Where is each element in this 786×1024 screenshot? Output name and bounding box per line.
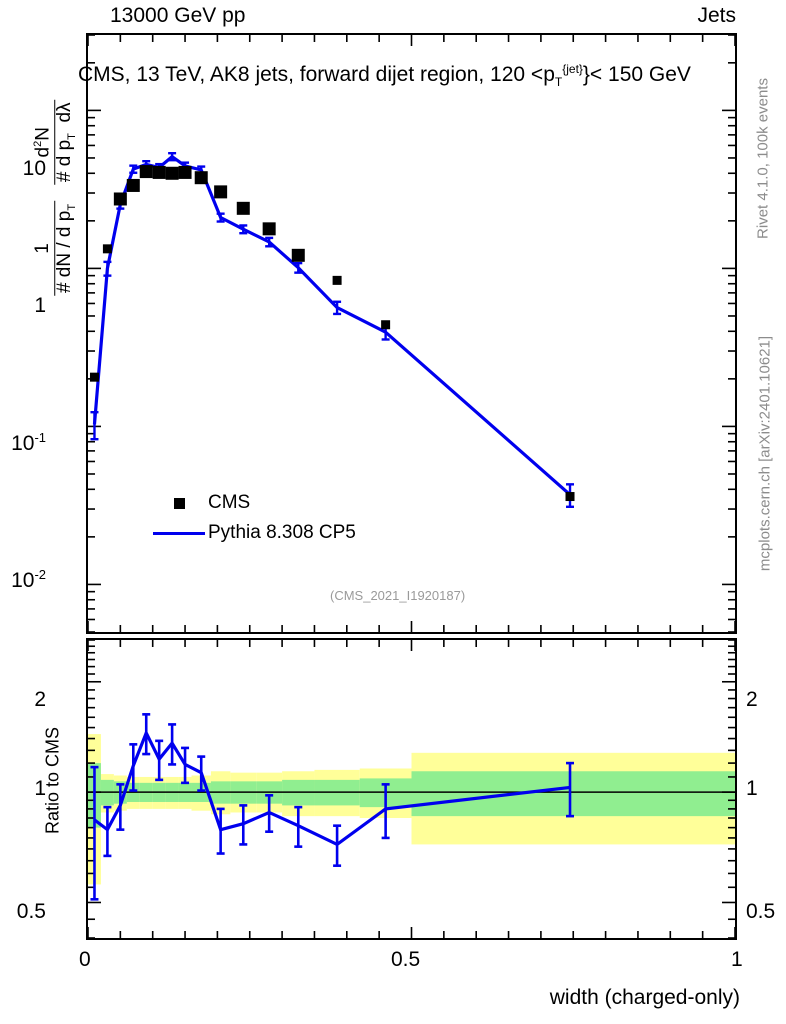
xtick-0: 0 — [79, 948, 91, 971]
ratio-ytick-1-left: 1 — [34, 777, 46, 800]
y-axis-fraction-left-denominator: # dN / d pT — [53, 203, 78, 294]
ratio-ytick-2-left: 2 — [34, 688, 46, 711]
legend-label-cms: CMS — [208, 492, 251, 513]
plot-title-sup: {jet} — [562, 62, 583, 76]
plot-title-pre: CMS, 13 TeV, AK8 jets, forward dijet reg… — [78, 63, 555, 86]
ratio-ytick-0.5-right: 0.5 — [746, 900, 776, 923]
y-axis-fraction-left-numerator: 1 — [32, 200, 55, 297]
analysis-category-label: Jets — [697, 4, 736, 27]
generator-credit: Rivet 4.1.0, 100k events — [754, 78, 772, 239]
plot-title-post: }< 150 GeV — [582, 63, 691, 86]
xtick-1: 1 — [731, 948, 743, 971]
legend-entry-cms[interactable]: CMS — [150, 488, 356, 518]
analysis-id-watermark: (CMS_2021_I1920187) — [330, 588, 466, 603]
x-axis-label: width (charged-only) — [549, 986, 740, 1009]
main-ytick-1e-1: 10-1 — [11, 430, 46, 455]
xtick-0.5: 0.5 — [391, 948, 421, 971]
ratio-plot-frame — [86, 638, 737, 940]
legend-marker-line — [150, 531, 208, 535]
plot-title: CMS, 13 TeV, AK8 jets, forward dijet reg… — [78, 62, 691, 89]
plot-title-sub: T — [554, 75, 563, 90]
source-credit: mcplots.cern.ch [arXiv:2401.10621] — [756, 335, 774, 572]
main-ytick-1: 1 — [34, 294, 46, 317]
legend-entry-pythia[interactable]: Pythia 8.308 CP5 — [150, 518, 356, 548]
ratio-ytick-1-right: 1 — [746, 777, 758, 800]
ratio-plot-canvas — [88, 640, 735, 938]
legend-marker-square — [150, 497, 208, 509]
ratio-ytick-0.5-left: 0.5 — [16, 900, 46, 923]
y-axis-fraction-left: 1 # dN / d pT — [32, 200, 78, 297]
main-plot-frame — [86, 33, 737, 634]
ratio-ytick-2-right: 2 — [746, 688, 758, 711]
legend: CMS Pythia 8.308 CP5 — [150, 488, 356, 548]
main-ytick-1e-2: 10-2 — [11, 567, 46, 592]
main-plot-canvas — [88, 35, 735, 632]
y-axis-fraction-right-denominator: # d pT dλ — [54, 102, 78, 183]
legend-label-pythia: Pythia 8.308 CP5 — [208, 522, 356, 543]
main-ytick-10: 10 — [22, 157, 46, 180]
beam-energy-label: 13000 GeV pp — [110, 4, 246, 27]
